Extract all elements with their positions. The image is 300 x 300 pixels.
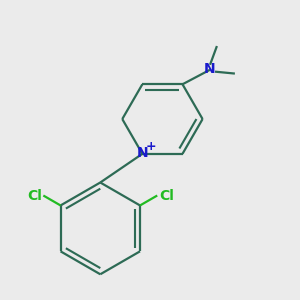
Text: Cl: Cl (27, 188, 42, 203)
Text: N: N (136, 146, 148, 160)
Text: N: N (204, 62, 216, 76)
Text: +: + (146, 140, 156, 153)
Text: Cl: Cl (159, 188, 174, 203)
